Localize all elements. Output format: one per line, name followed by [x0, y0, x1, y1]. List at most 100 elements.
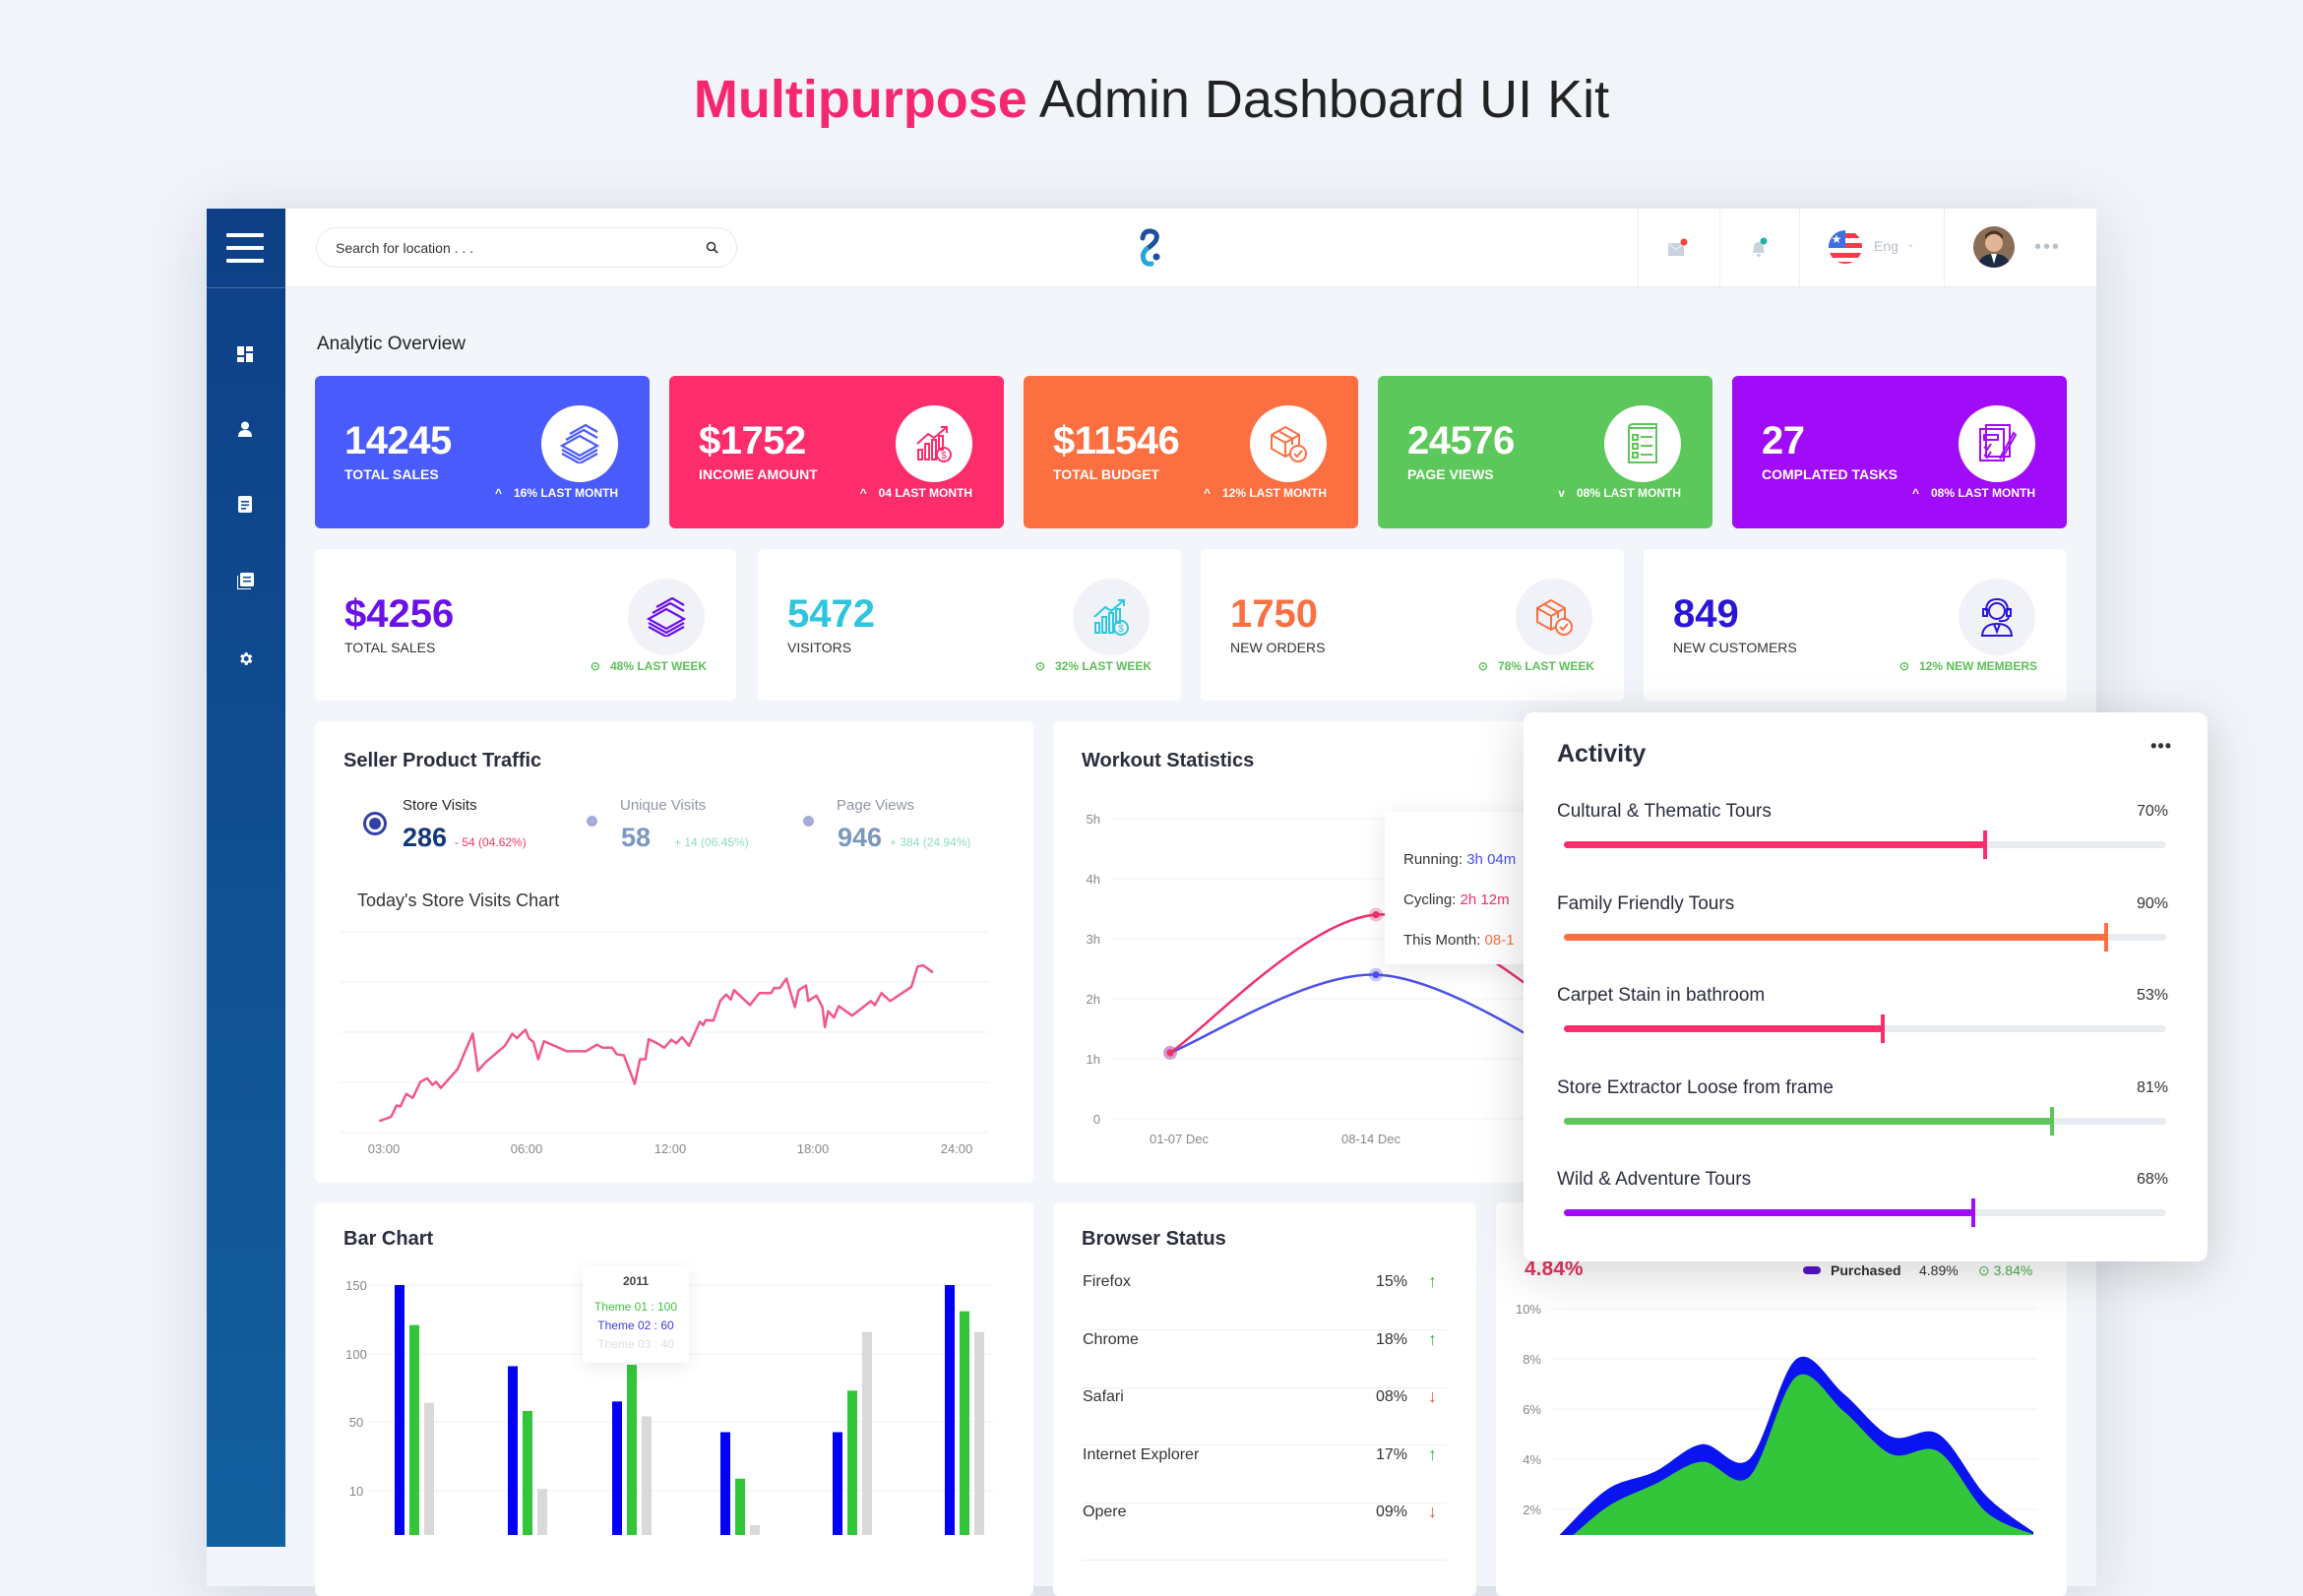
card-label: TOTAL BUDGET	[1053, 466, 1160, 482]
more-icon[interactable]: •••	[2150, 736, 2172, 756]
summary-card[interactable]: 14245 TOTAL SALES ^ 16% LAST MONTH	[315, 376, 650, 528]
seller-traffic-panel: Seller Product Traffic	[315, 721, 1033, 1183]
stat-value: 286	[403, 823, 448, 852]
trend-up-icon: ^	[859, 486, 867, 500]
card-value: $11546	[1053, 419, 1180, 462]
card-label: TOTAL SALES	[344, 640, 436, 655]
card-value: $1752	[699, 419, 806, 462]
activity-percent: 81%	[2136, 1078, 2168, 1096]
progress-marker	[1881, 1014, 1886, 1043]
card-footer: ⊙ 32% LAST WEEK	[1034, 659, 1152, 673]
browser-row[interactable]: Chrome 18% ↑	[1083, 1328, 1447, 1388]
arrow-down-icon: ↓	[1428, 1386, 1437, 1406]
stat-value: 58	[621, 823, 652, 852]
card-value: 1750	[1230, 592, 1318, 636]
conversion-panel: 4.84% Purchased 4.89% ⊙ 3.84%	[1496, 1202, 2067, 1596]
progress-fill	[1564, 1209, 1974, 1216]
sidebar-item-document[interactable]	[235, 494, 255, 514]
card-value: 24576	[1407, 419, 1515, 462]
legend-dot[interactable]	[803, 816, 814, 827]
panel-title: Seller Product Traffic	[343, 750, 542, 771]
stat-delta: + 384 (24.94%)	[890, 835, 971, 849]
browser-row[interactable]: Firefox 15% ↑	[1083, 1271, 1447, 1330]
brand-logo[interactable]	[1135, 228, 1166, 268]
growth-chart-icon: $	[896, 405, 972, 482]
card-footer: ^ 08% LAST MONTH	[1911, 486, 2035, 500]
browser-percent: 15%	[1375, 1273, 1407, 1290]
sidebar-item-user[interactable]	[235, 419, 255, 439]
activity-progress-bar	[1564, 830, 2166, 859]
card-value: $4256	[344, 592, 455, 636]
activity-label: Family Friendly Tours	[1557, 892, 1735, 914]
activity-progress-bar	[1564, 1198, 2166, 1227]
activity-popup: Activity ••• Cultural & Thematic Tours 7…	[1524, 712, 2208, 1261]
svg-text:$: $	[1118, 624, 1124, 635]
sidebar-item-dashboard[interactable]	[235, 344, 255, 364]
browser-name: Chrome	[1083, 1330, 1139, 1348]
radio-selected-icon[interactable]	[362, 811, 388, 836]
hero-title: Multipurpose Admin Dashboard UI Kit	[0, 69, 2303, 130]
more-icon[interactable]: •••	[2034, 236, 2062, 258]
us-flag-icon[interactable]: ★	[1828, 229, 1863, 265]
stat-value: 946	[838, 823, 883, 852]
language-selector[interactable]: Eng	[1874, 238, 1898, 254]
progress-fill	[1564, 1117, 2052, 1125]
summary-card[interactable]: $1752 INCOME AMOUNT $ ^ 04 LAST MONTH	[669, 376, 1004, 528]
activity-percent: 53%	[2136, 987, 2168, 1004]
bell-icon[interactable]	[1749, 236, 1771, 260]
browser-percent: 08%	[1375, 1388, 1407, 1405]
stat-card[interactable]: 5472 VISITORS $ ⊙ 32% LAST WEEK	[758, 549, 1181, 701]
trend-up-icon: ⊙	[590, 659, 600, 673]
card-footer: ⊙ 48% LAST WEEK	[590, 659, 707, 673]
conversion-headline: 4.84%	[1525, 1258, 1584, 1280]
mail-icon[interactable]	[1667, 237, 1689, 259]
activity-label: Wild & Adventure Tours	[1557, 1169, 1752, 1190]
chart-title: Today's Store Visits Chart	[357, 890, 560, 910]
summary-card[interactable]: $11546 TOTAL BUDGET ^ 12% LAST MONTH	[1024, 376, 1358, 528]
avatar[interactable]	[1973, 226, 2015, 268]
trend-up-icon: ^	[1911, 486, 1919, 500]
legend-dot[interactable]	[587, 816, 597, 827]
summary-card[interactable]: 27 COMPLATED TASKS ^ 08% LAST MONTH	[1732, 376, 2067, 528]
browser-row[interactable]: Opere 09% ↓	[1083, 1502, 1447, 1561]
arrow-up-icon: ↑	[1428, 1328, 1437, 1349]
search-input[interactable]	[336, 239, 706, 256]
menu-icon[interactable]	[226, 233, 264, 263]
stat-card[interactable]: 849 NEW CUSTOMERS ⊙ 12% NEW MEMBERS	[1644, 549, 2067, 701]
stat-name: Page Views	[837, 797, 914, 814]
activity-label: Cultural & Thematic Tours	[1557, 801, 1772, 822]
card-footer: ⊙ 78% LAST WEEK	[1477, 659, 1594, 673]
sidebar-item-pages[interactable]	[235, 571, 255, 590]
growth-chart-icon: $	[1073, 579, 1150, 655]
progress-fill	[1564, 933, 2106, 941]
progress-fill	[1564, 1025, 1884, 1032]
chevron-down-icon[interactable]: ⌄	[1906, 239, 1915, 250]
stat-name: Store Visits	[403, 797, 477, 814]
legend-change: ⊙ 3.84%	[1978, 1262, 2033, 1278]
bar-chart-panel: Bar Chart	[315, 1202, 1033, 1596]
sidebar-item-settings[interactable]	[235, 648, 255, 668]
search-icon[interactable]	[706, 241, 718, 254]
progress-marker	[1983, 830, 1988, 859]
browser-row[interactable]: Safari 08% ↓	[1083, 1386, 1447, 1445]
summary-card[interactable]: 24576 PAGE VIEWS v 08% LAST MONTH	[1378, 376, 1712, 528]
search-bar[interactable]	[316, 227, 737, 268]
progress-marker	[1971, 1198, 1976, 1227]
stat-card[interactable]: $4256 TOTAL SALES ⊙ 48% LAST WEEK	[315, 549, 736, 701]
tooltip-line: Theme 03 : 40	[597, 1337, 674, 1351]
activity-title: Activity	[1557, 740, 1647, 767]
stat-delta: - 54 (04.62%)	[455, 835, 527, 849]
tooltip-year: 2011	[622, 1274, 650, 1288]
header-divider	[1944, 209, 1945, 287]
browser-name: Opere	[1083, 1504, 1127, 1520]
hero-title-rest: Admin Dashboard UI Kit	[1027, 70, 1610, 129]
sidebar-divider	[207, 287, 285, 288]
card-footer: ^ 12% LAST MONTH	[1203, 486, 1327, 500]
trend-up-icon: ⊙	[1034, 659, 1045, 673]
stat-card[interactable]: 1750 NEW ORDERS ⊙ 78% LAST WEEK	[1201, 549, 1624, 701]
support-agent-icon	[1959, 579, 2035, 655]
browser-row[interactable]: Internet Explorer 17% ↑	[1083, 1444, 1447, 1504]
legend-value: 4.89%	[1919, 1262, 1959, 1278]
svg-text:★: ★	[1832, 232, 1842, 246]
activity-percent: 70%	[2136, 803, 2168, 820]
